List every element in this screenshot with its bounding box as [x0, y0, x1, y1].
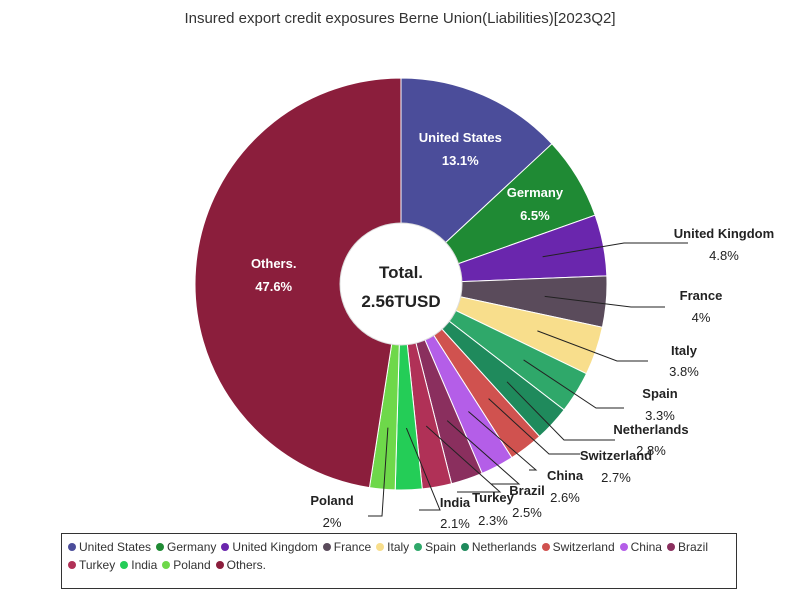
legend-label-netherlands: Netherlands — [471, 540, 537, 554]
legend-label-united-states: United States — [79, 540, 152, 554]
legend-item-france[interactable]: France — [321, 540, 371, 554]
leader-line-turkey — [425, 425, 502, 493]
legend-item-netherlands[interactable]: Netherlands — [459, 540, 537, 554]
slice-label-value-germany: 6.5% — [520, 208, 550, 223]
legend-swatch-brazil — [666, 543, 675, 551]
legend: United States Germany United Kingdom France… — [61, 533, 737, 589]
legend-label-switzerland: Switzerland — [552, 540, 615, 554]
slice-label-name-united-states: United States — [419, 130, 502, 145]
slice-label-value-others: 47.6% — [255, 279, 292, 294]
slice-label-value-turkey: 2.3% — [478, 513, 508, 528]
legend-item-switzerland[interactable]: Switzerland — [540, 540, 615, 554]
legend-label-italy: Italy — [387, 540, 410, 554]
center-label-line2: 2.56TUSD — [361, 292, 440, 311]
slice-label-name-turkey: Turkey — [472, 490, 514, 505]
leader-line-china — [468, 411, 538, 471]
slice-label-name-brazil: Brazil — [509, 483, 544, 498]
slice-label-value-switzerland: 2.7% — [601, 470, 631, 485]
leader-line-poland — [368, 427, 389, 517]
leader-line-spain — [523, 359, 624, 409]
slice-label-value-italy: 3.8% — [669, 364, 699, 379]
legend-label-united-kingdom: United Kingdom — [232, 540, 318, 554]
legend-swatch-spain — [414, 543, 423, 551]
pie-slice-others[interactable] — [194, 77, 402, 489]
legend-label-france: France — [333, 540, 372, 554]
center-label-line1: Total. — [379, 263, 423, 282]
leader-line-switzerland — [488, 398, 580, 455]
leader-line-italy — [537, 330, 648, 362]
legend-item-germany[interactable]: Germany — [154, 540, 216, 554]
center-hole — [339, 222, 463, 346]
leader-line-netherlands — [506, 381, 615, 441]
slice-label-value-poland: 2% — [323, 515, 342, 530]
legend-swatch-united-states — [68, 543, 76, 551]
slice-label-value-china: 2.6% — [550, 490, 580, 505]
legend-item-brazil[interactable]: Brazil — [665, 540, 708, 554]
leader-line-brazil — [446, 420, 521, 485]
slice-label-name-india: India — [440, 495, 471, 510]
leader-line-united-kingdom — [542, 242, 688, 258]
pie-slice-united-states[interactable] — [400, 77, 553, 286]
legend-item-turkey[interactable]: Turkey — [66, 558, 115, 572]
legend-swatch-india — [120, 561, 129, 569]
leader-lines — [368, 242, 688, 517]
legend-swatch-others — [215, 561, 224, 569]
legend-item-others[interactable]: Others. — [214, 558, 266, 572]
slice-label-name-germany: Germany — [507, 185, 564, 200]
legend-swatch-turkey — [68, 561, 76, 569]
legend-swatch-united-kingdom — [221, 543, 230, 551]
leader-line-india — [405, 427, 441, 511]
slice-label-value-netherlands: 2.8% — [636, 443, 666, 458]
slice-label-value-spain: 3.3% — [645, 408, 675, 423]
slice-label-value-united-kingdom: 4.8% — [709, 248, 739, 263]
slice-label-name-switzerland: Switzerland — [580, 448, 652, 463]
slice-label-name-france: France — [680, 288, 723, 303]
legend-swatch-germany — [156, 543, 165, 551]
legend-item-india[interactable]: India — [118, 558, 157, 572]
chart-title: Insured export credit exposures Berne Un… — [184, 10, 616, 27]
legend-item-italy[interactable]: Italy — [374, 540, 409, 554]
slice-labels: United States 13.1% Germany 6.5% United King… — [251, 130, 774, 531]
slice-label-name-italy: Italy — [671, 343, 698, 358]
slice-label-name-spain: Spain — [642, 386, 677, 401]
leader-line-france — [544, 295, 665, 308]
legend-label-turkey: Turkey — [79, 558, 116, 572]
legend-label-germany: Germany — [167, 540, 217, 554]
legend-swatch-switzerland — [541, 543, 550, 551]
legend-swatch-china — [619, 543, 628, 551]
slice-label-value-brazil: 2.5% — [512, 505, 542, 520]
legend-swatch-italy — [376, 543, 385, 551]
legend-label-china: China — [630, 540, 662, 554]
legend-swatch-france — [322, 543, 331, 551]
slice-label-value-united-states: 13.1% — [442, 153, 479, 168]
slice-label-name-others: Others. — [251, 256, 297, 271]
slice-label-value-france: 4% — [692, 310, 711, 325]
slice-label-name-united-kingdom: United Kingdom — [674, 226, 774, 241]
legend-item-china[interactable]: China — [618, 540, 662, 554]
legend-item-poland[interactable]: Poland — [160, 558, 211, 572]
legend-swatch-netherlands — [460, 543, 469, 551]
legend-item-united-kingdom[interactable]: United Kingdom — [219, 540, 318, 554]
legend-label-india: India — [131, 558, 158, 572]
legend-swatch-poland — [162, 561, 171, 569]
legend-label-spain: Spain — [425, 540, 456, 554]
slice-label-value-india: 2.1% — [440, 516, 470, 531]
slice-label-name-poland: Poland — [310, 493, 353, 508]
slice-label-name-china: China — [547, 468, 584, 483]
legend-label-poland: Poland — [173, 558, 211, 572]
legend-label-brazil: Brazil — [677, 540, 708, 554]
legend-item-spain[interactable]: Spain — [412, 540, 456, 554]
slice-label-name-netherlands: Netherlands — [613, 422, 688, 437]
legend-item-united-states[interactable]: United States — [66, 540, 151, 554]
legend-label-others: Others. — [226, 558, 266, 572]
